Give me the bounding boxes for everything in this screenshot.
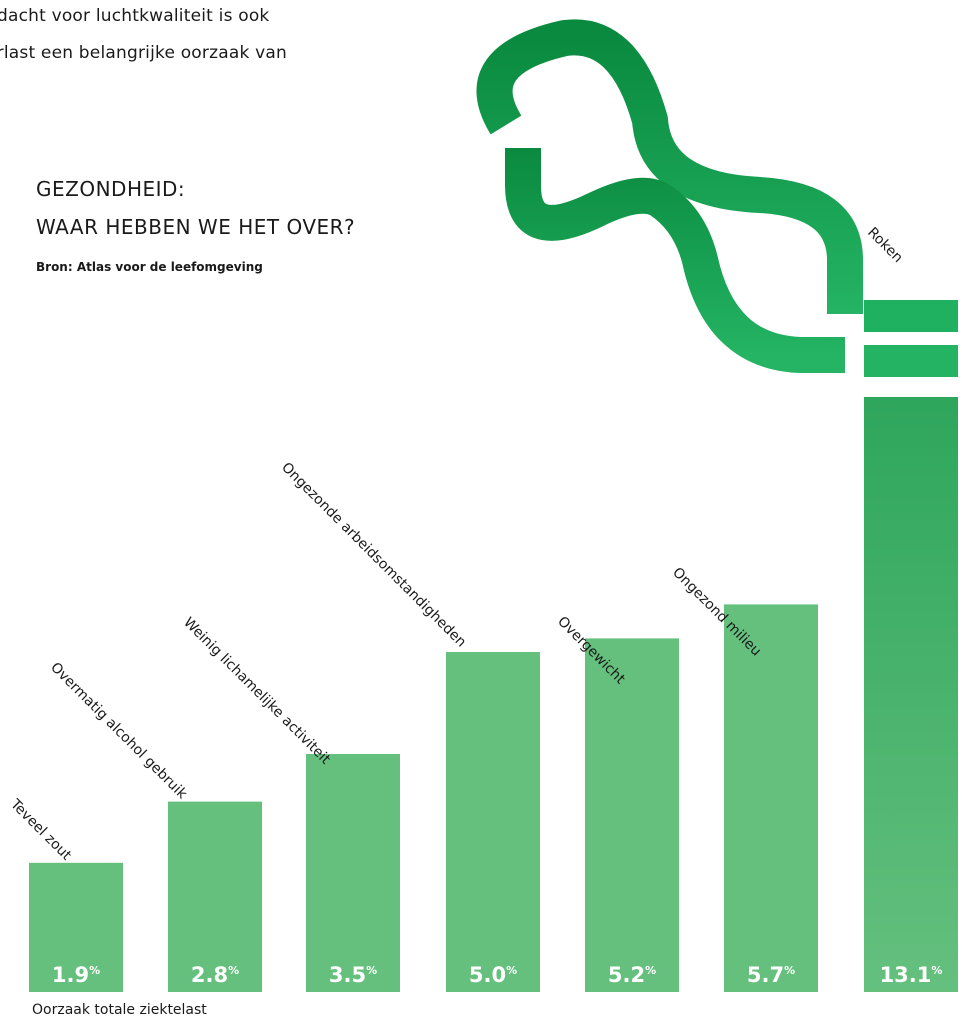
bar-1 xyxy=(29,862,123,992)
bar-6 xyxy=(724,604,818,992)
category-label-7: Roken xyxy=(864,225,906,267)
bar-7 xyxy=(864,397,958,992)
x-axis-label: Oorzaak totale ziektelast xyxy=(32,1002,207,1018)
bar-break-segment-2 xyxy=(864,345,958,377)
intro-line-1: ndacht voor luchtkwaliteit is ook xyxy=(0,6,270,26)
bar-4 xyxy=(446,652,540,992)
smoke-pipe-illustration xyxy=(476,19,863,373)
bar-value-label-6: 5.7% xyxy=(747,963,795,987)
bar-break-segment-1 xyxy=(864,300,958,332)
category-label-3: Weinig lichamelijke activiteit xyxy=(180,615,333,768)
bar-value-label-1: 1.9% xyxy=(52,963,100,987)
bar-value-label-5: 5.2% xyxy=(608,963,656,987)
category-label-2: Overmatig alcohol gebruik xyxy=(47,660,190,803)
bar-3 xyxy=(306,754,400,992)
intro-line-2: erlast een belangrijke oorzaak van xyxy=(0,43,287,63)
category-label-1: Teveel zout xyxy=(6,796,74,864)
chart-title: GEZONDHEID: WAAR HEBBEN WE HET OVER? xyxy=(36,170,355,246)
bar-value-label-2: 2.8% xyxy=(191,963,239,987)
category-label-4: Ongezonde arbeidsomstandigheden xyxy=(278,460,469,651)
chart-title-line-1: GEZONDHEID: xyxy=(36,177,186,201)
chart-source: Bron: Atlas voor de leefomgeving xyxy=(36,260,263,274)
bar-value-label-3: 3.5% xyxy=(329,963,377,987)
bar-value-label-7: 13.1% xyxy=(880,963,943,987)
chart-title-line-2: WAAR HEBBEN WE HET OVER? xyxy=(36,215,356,239)
bar-5 xyxy=(585,638,679,992)
bar-value-label-4: 5.0% xyxy=(469,963,517,987)
bar-2 xyxy=(168,801,262,992)
